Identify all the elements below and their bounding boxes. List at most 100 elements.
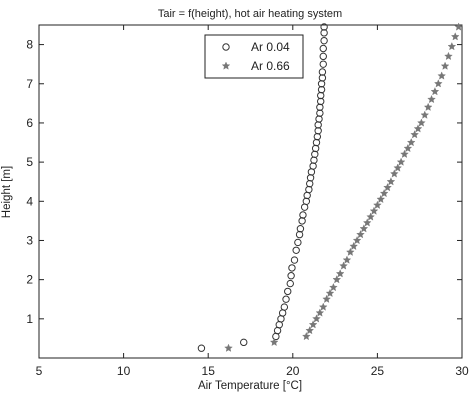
legend-entries: Ar 0.04 Ar 0.66 — [221, 40, 290, 73]
data-point — [322, 294, 331, 303]
data-point — [312, 314, 321, 323]
data-point — [282, 295, 290, 303]
legend-box — [204, 34, 304, 79]
data-point — [440, 61, 450, 70]
series-2 — [224, 22, 463, 352]
legend: Ar 0.04 Ar 0.66 — [204, 34, 304, 79]
data-point — [316, 109, 324, 117]
data-point — [437, 71, 446, 80]
x-tick-label: 30 — [455, 364, 469, 378]
x-tick-label: 20 — [286, 364, 300, 378]
x-axis: 5 10 15 20 25 30 — [36, 25, 469, 378]
data-point — [292, 246, 300, 254]
data-point — [454, 22, 463, 31]
data-point — [319, 60, 327, 68]
data-point — [410, 130, 419, 139]
x-tick-label: 10 — [117, 364, 131, 378]
legend-marker — [222, 43, 230, 51]
data-point — [359, 224, 369, 233]
legend-label: Ar 0.66 — [251, 59, 290, 73]
data-point — [356, 230, 365, 239]
data-point — [286, 279, 294, 288]
data-point — [413, 124, 423, 133]
data-point — [406, 138, 416, 147]
data-point — [342, 255, 352, 264]
data-point — [197, 344, 206, 352]
x-tick-label: 25 — [371, 364, 385, 378]
data-point — [287, 272, 295, 280]
data-point — [403, 143, 413, 153]
y-axis-label: Height [m] — [1, 166, 13, 218]
data-point — [308, 320, 318, 329]
x-tick-label: 15 — [202, 364, 216, 378]
y-tick-label: 3 — [26, 233, 33, 247]
data-point — [280, 303, 289, 311]
data-point — [420, 110, 430, 119]
data-point — [319, 44, 327, 53]
data-point — [315, 308, 325, 317]
data-point — [366, 212, 375, 221]
data-point — [325, 288, 335, 298]
data-point — [349, 241, 359, 251]
data-point — [423, 102, 433, 111]
data-point — [294, 238, 302, 247]
data-point — [318, 68, 327, 76]
x-axis-label: Air Temperature [°C] — [198, 380, 302, 392]
data-point — [296, 225, 305, 233]
data-point — [386, 177, 396, 186]
data-point — [430, 87, 440, 96]
y-tick-label: 5 — [26, 155, 33, 169]
data-point — [417, 118, 426, 127]
data-series-layer — [197, 22, 463, 352]
chart-title: Tair = f(height), hot air heating system — [158, 8, 342, 20]
data-point — [224, 343, 233, 352]
data-point — [427, 94, 436, 104]
data-point — [396, 157, 406, 166]
x-tick-label: 5 — [36, 364, 43, 378]
data-point — [434, 79, 443, 88]
data-point — [332, 275, 342, 284]
data-point — [269, 337, 279, 346]
data-point — [319, 52, 327, 61]
series-1 — [197, 23, 328, 352]
data-point — [369, 206, 379, 215]
data-point — [393, 163, 403, 172]
data-point — [379, 188, 389, 198]
y-tick-label: 2 — [26, 273, 33, 287]
y-tick-label: 8 — [26, 38, 33, 52]
y-axis: 1 2 3 4 5 6 7 8 — [26, 38, 462, 326]
data-point — [320, 36, 328, 45]
data-point — [376, 194, 386, 203]
data-point — [444, 51, 453, 61]
y-tick-label: 1 — [26, 312, 33, 326]
data-point — [240, 338, 248, 347]
data-point — [400, 149, 409, 158]
data-point — [305, 326, 315, 335]
data-point — [299, 211, 307, 219]
y-tick-label: 6 — [26, 116, 33, 130]
data-point — [320, 23, 328, 31]
data-point — [447, 42, 457, 51]
y-tick-label: 4 — [26, 194, 33, 208]
data-point — [373, 200, 382, 209]
data-point — [339, 261, 348, 270]
data-point — [318, 302, 328, 311]
data-point — [362, 218, 372, 227]
data-point — [284, 287, 292, 296]
legend-marker — [221, 61, 231, 70]
data-point — [314, 127, 322, 135]
data-point — [329, 282, 338, 292]
data-point — [290, 256, 299, 264]
data-point — [450, 32, 460, 41]
data-point — [288, 264, 296, 272]
legend-label: Ar 0.04 — [251, 40, 290, 54]
data-point — [302, 331, 311, 341]
data-point — [383, 183, 392, 192]
data-point — [317, 97, 325, 106]
data-point — [390, 169, 399, 178]
data-point — [352, 235, 362, 245]
data-point — [346, 247, 355, 256]
data-point — [318, 74, 327, 82]
data-point — [317, 85, 326, 94]
